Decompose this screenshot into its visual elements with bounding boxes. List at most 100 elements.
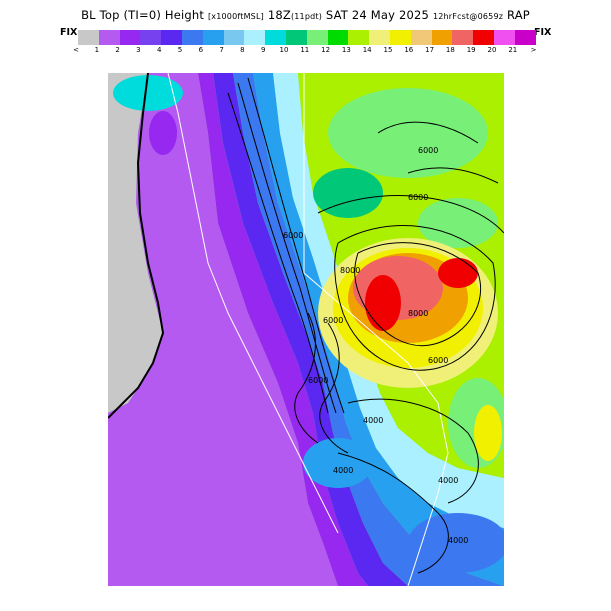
color-legend-tick-label: 1 <box>94 46 100 54</box>
contour-label: 6000 <box>408 193 428 202</box>
color-legend-swatch <box>514 30 536 45</box>
color-legend-tick-label: 15 <box>383 46 393 54</box>
title-forecast: 12hrFcst@0659z <box>432 12 504 21</box>
contour-label: 6000 <box>323 316 343 325</box>
color-legend-tick-label: 4 <box>156 46 162 54</box>
contour-label: 6000 <box>283 231 303 240</box>
contour-label: 8000 <box>408 309 428 318</box>
fix-label-left: FIX <box>60 27 78 38</box>
contour-lines <box>227 77 504 574</box>
contour-label: 4000 <box>438 476 458 485</box>
contour-line <box>347 398 479 504</box>
field-red-east <box>438 258 478 288</box>
state-border <box>167 73 339 534</box>
fix-label-right: FIX <box>534 27 552 38</box>
color-legend-tick-label: 5 <box>177 46 183 54</box>
coastline <box>108 73 165 419</box>
color-legend-swatch <box>223 30 245 45</box>
field-blue-band <box>233 73 504 586</box>
contour-line <box>317 195 504 234</box>
contour-line <box>377 121 479 144</box>
color-legend-tick-label: 2 <box>115 46 120 54</box>
color-legend-tick-label: 19 <box>466 46 476 54</box>
contour-line <box>227 92 329 414</box>
color-legend-swatch <box>285 30 307 45</box>
field-blue-south <box>408 513 504 573</box>
color-legend-tick-label: 17 <box>425 46 435 54</box>
color-legend-swatch <box>265 30 286 45</box>
color-legend-bar <box>78 30 536 45</box>
title-period: (11pdt) <box>290 12 323 21</box>
contour-line <box>407 167 499 184</box>
contour-line <box>334 225 496 371</box>
color-legend-tick-label: 14 <box>362 46 372 54</box>
color-legend-swatch <box>493 30 515 45</box>
color-legend-swatch <box>181 30 203 45</box>
contour-line <box>319 322 349 454</box>
forecast-map: 6000 6000 8000 8000 6000 6000 6000 6000 … <box>108 73 504 586</box>
color-legend-tick-label: 11 <box>300 46 310 54</box>
contour-line <box>337 452 449 574</box>
color-legend-tick-label: 12 <box>321 46 331 54</box>
field-green-east <box>418 198 498 248</box>
color-legend-swatch <box>327 30 349 45</box>
contour-label: 6000 <box>418 146 438 155</box>
color-legend-tick-label: 9 <box>260 46 266 54</box>
map-title: BL Top (TI=0) Height [x1000ftMSL] 18Z(11… <box>0 8 611 22</box>
title-main: BL Top (TI=0) Height <box>81 8 205 22</box>
field-purple-offshore <box>108 73 338 586</box>
color-legend-swatch <box>161 30 182 45</box>
contour-label: 8000 <box>340 266 360 275</box>
title-model: RAP <box>507 8 530 22</box>
contour-labels: 6000 6000 8000 8000 6000 6000 6000 6000 … <box>283 146 468 545</box>
color-legend-swatch <box>473 30 494 45</box>
color-legend-swatch <box>389 30 411 45</box>
color-legend-tick-label: 20 <box>487 46 497 54</box>
contour-line <box>237 82 337 414</box>
contour-line <box>354 242 482 347</box>
field-red-core <box>365 275 401 331</box>
contour-line <box>247 77 345 414</box>
color-legend-swatch <box>431 30 453 45</box>
field-cyan-blob-nw <box>113 75 183 111</box>
field-sky-central <box>303 438 373 488</box>
color-legend-swatch <box>410 30 432 45</box>
color-legend-swatch <box>452 30 474 45</box>
contour-label: 6000 <box>428 356 448 365</box>
field-violet-blob-nw <box>149 111 177 155</box>
contour-label: 4000 <box>448 536 468 545</box>
color-legend-swatch <box>369 30 390 45</box>
color-legend-tick-label: 18 <box>445 46 455 54</box>
color-legend-tick-label: 8 <box>240 46 245 54</box>
field-green-north <box>328 88 488 178</box>
color-legend-swatch <box>140 30 162 45</box>
color-legend-tick-label: 7 <box>219 46 224 54</box>
color-legend-swatch <box>244 30 266 45</box>
contour-label: 4000 <box>363 416 383 425</box>
color-legend-swatch <box>306 30 328 45</box>
color-legend-tick-label: > <box>530 46 537 54</box>
color-legend-swatch <box>98 30 120 45</box>
contour-label: 4000 <box>333 466 353 475</box>
contour-label: 6000 <box>308 376 328 385</box>
color-legend-tick-label: 13 <box>341 46 351 54</box>
field-indigo-band <box>213 73 408 586</box>
color-legend-swatch <box>202 30 224 45</box>
color-legend-ticks: <1 2 3 4 5 6 7 8 9 10 11 12 13 14 15 16 17 18 19 20 21 > <box>68 46 544 56</box>
contour-line <box>294 312 319 444</box>
color-legend-tick-label: 3 <box>136 46 141 54</box>
title-date: SAT 24 May 2025 <box>325 8 430 22</box>
color-legend-swatch <box>348 30 370 45</box>
state-border-east <box>303 73 449 586</box>
title-time: 18Z <box>267 8 291 22</box>
color-legend-tick-label: < <box>73 46 79 54</box>
map-panel: 6000 6000 8000 8000 6000 6000 6000 6000 … <box>108 73 504 586</box>
field-lightblue-band <box>273 73 504 528</box>
ocean-gray-region <box>108 73 163 413</box>
title-units: [x1000ftMSL] <box>207 12 264 21</box>
color-legend-tick-label: 10 <box>279 46 289 54</box>
color-legend-tick-label: 16 <box>404 46 414 54</box>
field-yellow-southeast <box>474 405 502 461</box>
color-legend-swatch <box>78 30 99 45</box>
color-legend-tick-label: 6 <box>198 46 204 54</box>
